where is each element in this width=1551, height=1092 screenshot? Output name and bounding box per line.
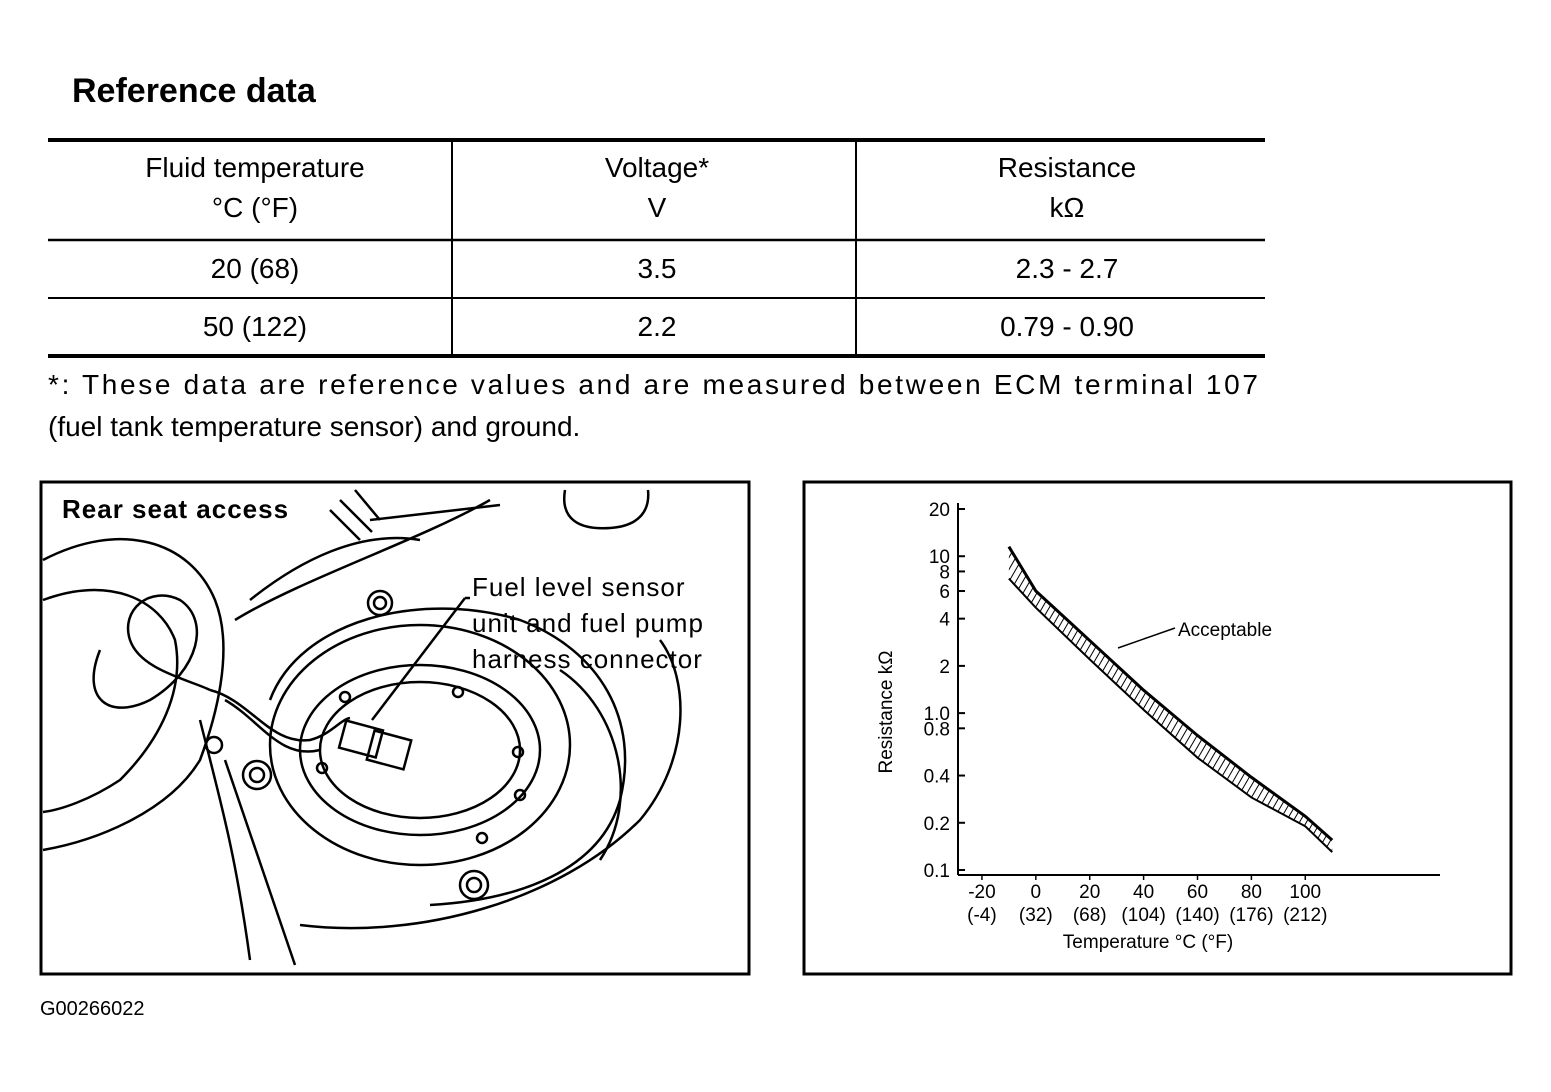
- page-title: Reference data: [72, 72, 317, 110]
- x-tick-label: 60: [1187, 882, 1208, 903]
- y-tick-label: 0.2: [924, 814, 950, 835]
- x-tick-label-f: (140): [1175, 905, 1219, 926]
- y-tick-label: 0.4: [924, 767, 951, 788]
- footnote: *: These data are reference values and a…: [48, 369, 1258, 400]
- x-tick-label: -20: [968, 882, 995, 903]
- table-cell: 3.5: [638, 253, 677, 284]
- y-axis-label: Resistance kΩ: [876, 651, 897, 774]
- y-tick-label: 1.0: [924, 704, 950, 725]
- table-cell: 20 (68): [211, 253, 300, 284]
- chart-frame: [802, 480, 1513, 976]
- table-header: V: [648, 192, 667, 223]
- footnote: (fuel tank temperature sensor) and groun…: [48, 411, 580, 442]
- diagram-drawing: [42, 489, 682, 966]
- callout-text: harness connector: [472, 644, 703, 674]
- table-cell: 2.3 - 2.7: [1016, 253, 1119, 284]
- y-tick-label: 0.8: [924, 719, 950, 740]
- table-header: °C (°F): [212, 192, 298, 223]
- y-tick-label: 0.1: [924, 861, 950, 882]
- x-tick-label-f: (176): [1229, 905, 1273, 926]
- x-tick-label-f: (212): [1283, 905, 1327, 926]
- x-tick-label: 40: [1133, 882, 1154, 903]
- x-axis-label: Temperature °C (°F): [1063, 932, 1233, 953]
- y-tick-label: 8: [939, 562, 950, 583]
- diagram-label: Rear seat access: [62, 494, 289, 524]
- table-header: kΩ: [1050, 192, 1085, 223]
- acceptable-band: [1008, 546, 1333, 853]
- annotation-leader: [1117, 627, 1176, 649]
- table-header: Voltage*: [605, 152, 709, 183]
- y-tick-label: 20: [929, 500, 950, 521]
- table-header: Resistance: [998, 152, 1137, 183]
- x-tick-label: 0: [1031, 882, 1042, 903]
- annotation: Acceptable: [1178, 620, 1272, 641]
- x-tick-label-f: (32): [1019, 905, 1053, 926]
- band-lower: [1008, 577, 1333, 853]
- table-header: Fluid temperature: [145, 152, 364, 183]
- band-upper: [1007, 545, 1334, 842]
- y-tick-label: 4: [939, 610, 950, 631]
- figure-id: G00266022: [40, 998, 145, 1020]
- y-tick-label: 2: [939, 657, 950, 678]
- x-tick-label: 80: [1241, 882, 1262, 903]
- y-tick-label: 6: [939, 582, 950, 603]
- table-cell: 0.79 - 0.90: [1000, 311, 1134, 342]
- table: Fluid temperature °C (°F) Voltage* V Res…: [145, 152, 1136, 342]
- table-rules: [48, 138, 1265, 358]
- diagram-frame: [39, 480, 751, 976]
- callout-text: Fuel level sensor: [472, 572, 686, 602]
- table-cell: 2.2: [638, 311, 677, 342]
- x-tick-label: 100: [1289, 882, 1321, 903]
- table-cell: 50 (122): [203, 311, 307, 342]
- callout-text: unit and fuel pump: [472, 608, 704, 638]
- y-tick-label: 10: [929, 547, 950, 568]
- x-tick-label-f: (-4): [967, 905, 997, 926]
- x-tick-label-f: (68): [1073, 905, 1107, 926]
- x-tick-label-f: (104): [1121, 905, 1165, 926]
- x-tick-label: 20: [1079, 882, 1100, 903]
